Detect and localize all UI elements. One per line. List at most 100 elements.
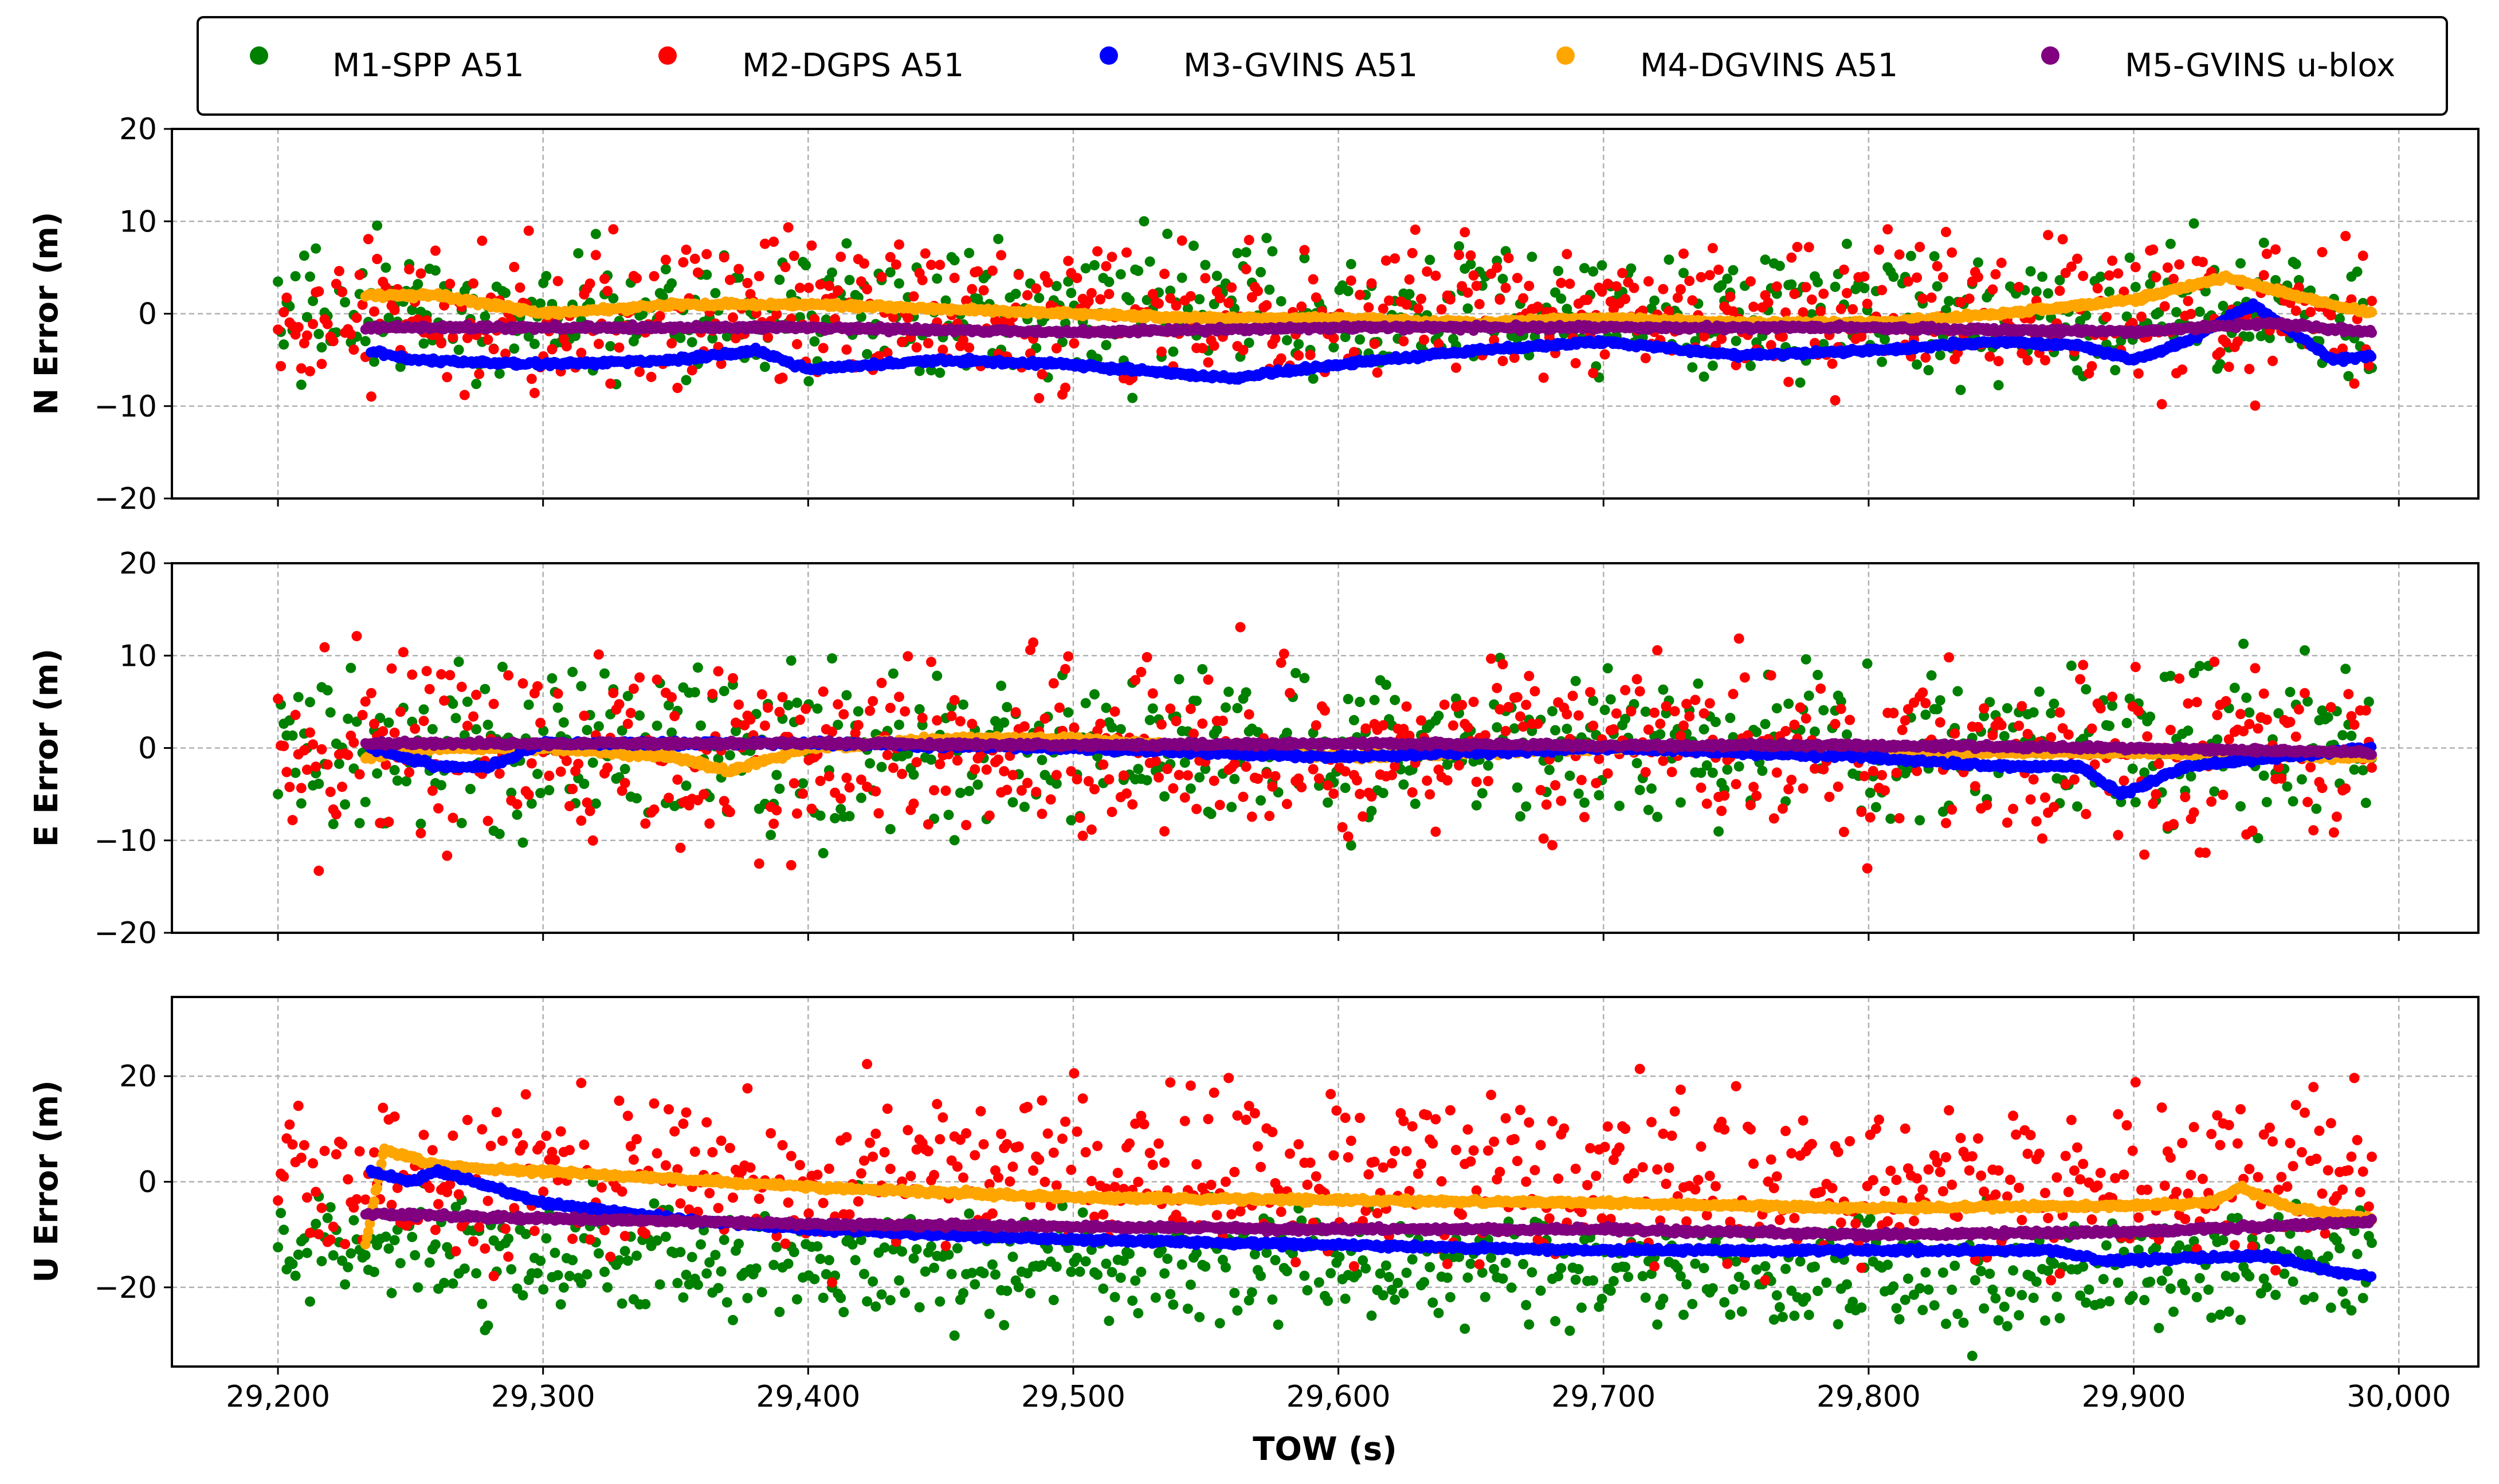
n-m1-point	[1089, 260, 1100, 270]
n-m1-point	[1066, 288, 1077, 299]
n-m2-point	[1556, 277, 1567, 288]
legend-label-m5: M5-GVINS u-blox	[2125, 47, 2395, 84]
n-m2-point	[1675, 284, 1686, 295]
legend-entry-m1: M1-SPP A51	[250, 46, 524, 84]
n-m2-point	[731, 333, 741, 344]
n-m2-point	[686, 365, 697, 376]
n-m1-point	[1877, 356, 1888, 367]
n-m2-point	[2040, 355, 2050, 366]
n-m2-point	[590, 250, 601, 261]
n-m2-point	[354, 269, 365, 280]
n-m1-point	[1133, 265, 1144, 276]
n-m1-point	[885, 267, 896, 278]
n-m2-point	[935, 260, 946, 270]
n-m1-point	[1955, 384, 1966, 395]
n-m2-point	[724, 274, 735, 285]
n-m2-point	[2148, 244, 2159, 255]
n-m2-point	[334, 266, 344, 277]
n-m1-point	[774, 274, 785, 285]
n-m2-point	[1159, 269, 1170, 279]
n-m1-point	[1842, 238, 1852, 249]
n-m2-point	[363, 234, 374, 245]
n-m2-point	[780, 262, 791, 273]
n-m2-point	[1987, 284, 1998, 295]
n-m1-point	[2043, 288, 2054, 299]
n-m2-point	[1984, 351, 1995, 362]
n-m1-point	[1276, 296, 1286, 307]
n-m1-point	[1462, 303, 1473, 314]
n-m1-point	[1527, 252, 1537, 262]
n-m2-point	[404, 264, 415, 274]
n-m1-point	[856, 312, 866, 323]
n-m2-point	[1176, 235, 1187, 246]
n-m1-point	[1200, 260, 1211, 270]
n-m2-point	[1830, 395, 1841, 406]
n-m2-point	[2022, 355, 2033, 366]
n-m2-point	[1789, 289, 1800, 299]
n-m2-point	[862, 284, 873, 295]
n-m2-point	[897, 336, 908, 347]
n-m1-point	[1162, 229, 1173, 240]
n-m2-point	[631, 273, 642, 284]
n-m1-point	[360, 336, 371, 347]
legend-marker-m3	[1100, 46, 1118, 65]
n-m2-point	[1803, 242, 1814, 253]
n-m2-point	[1748, 301, 1759, 312]
n-m2-point	[1460, 227, 1470, 238]
n-m1-point	[993, 234, 1004, 245]
n-m2-point	[894, 239, 904, 250]
n-m1-point	[529, 339, 540, 350]
n-m2-point	[337, 286, 347, 297]
n-m2-point	[859, 258, 869, 269]
n-m2-point	[1912, 272, 1923, 283]
n-m2-point	[1617, 268, 1628, 278]
n-m2-point	[1419, 335, 1430, 345]
n-m1-point	[471, 379, 482, 390]
n-m2-point	[2325, 310, 2336, 321]
n-m2-point	[273, 324, 284, 335]
n-m1-point	[1127, 392, 1138, 403]
n-m1-point	[278, 339, 289, 350]
n-m2-point	[1270, 333, 1281, 344]
n-m1-point	[707, 333, 718, 344]
n-m1-point	[1465, 259, 1476, 270]
n-m1-point	[605, 341, 616, 352]
n-m1-point	[1267, 246, 1278, 257]
n-m2-point	[1209, 340, 1219, 351]
n-m1-point	[1795, 377, 1806, 388]
n-m2-point	[1311, 292, 1321, 303]
n-m1-point	[2037, 272, 2047, 282]
n-m2-point	[2086, 361, 2097, 372]
n-m2-point	[783, 222, 794, 233]
n-m1-point	[372, 220, 383, 231]
n-m1-point	[1080, 263, 1091, 274]
n-m1-point	[2095, 272, 2106, 282]
n-m1-point	[1139, 216, 1150, 227]
n-m1-point	[1929, 251, 1940, 262]
n-m2-point	[1436, 304, 1447, 315]
n-m2-point	[1996, 257, 2007, 268]
n-m2-point	[1042, 277, 1053, 288]
n-m1-point	[1343, 286, 1354, 296]
n-m1-point	[786, 289, 797, 300]
n-m1-point	[407, 305, 418, 315]
n-m2-point	[1462, 287, 1473, 298]
n-m2-point	[2183, 296, 2194, 307]
n-m2-point	[2223, 362, 2234, 372]
n-m2-point	[1800, 282, 1811, 293]
n-m1-point	[1728, 265, 1739, 276]
n-m2-point	[1915, 242, 1925, 252]
n-m2-point	[1512, 273, 1523, 284]
n-m2-point	[2130, 262, 2141, 273]
n-m1-point	[1281, 335, 1292, 346]
n-m2-point	[2136, 311, 2147, 322]
n-m1-point	[509, 343, 520, 354]
n-m1-point	[1813, 277, 1823, 288]
n-m2-point	[1092, 246, 1103, 257]
n-m2-point	[1051, 343, 1062, 354]
n-m2-point	[1086, 288, 1097, 299]
n-m2-point	[672, 383, 683, 393]
n-m2-point	[1920, 352, 1931, 363]
n-m2-point	[301, 330, 312, 341]
n-m1-point	[1404, 289, 1415, 300]
